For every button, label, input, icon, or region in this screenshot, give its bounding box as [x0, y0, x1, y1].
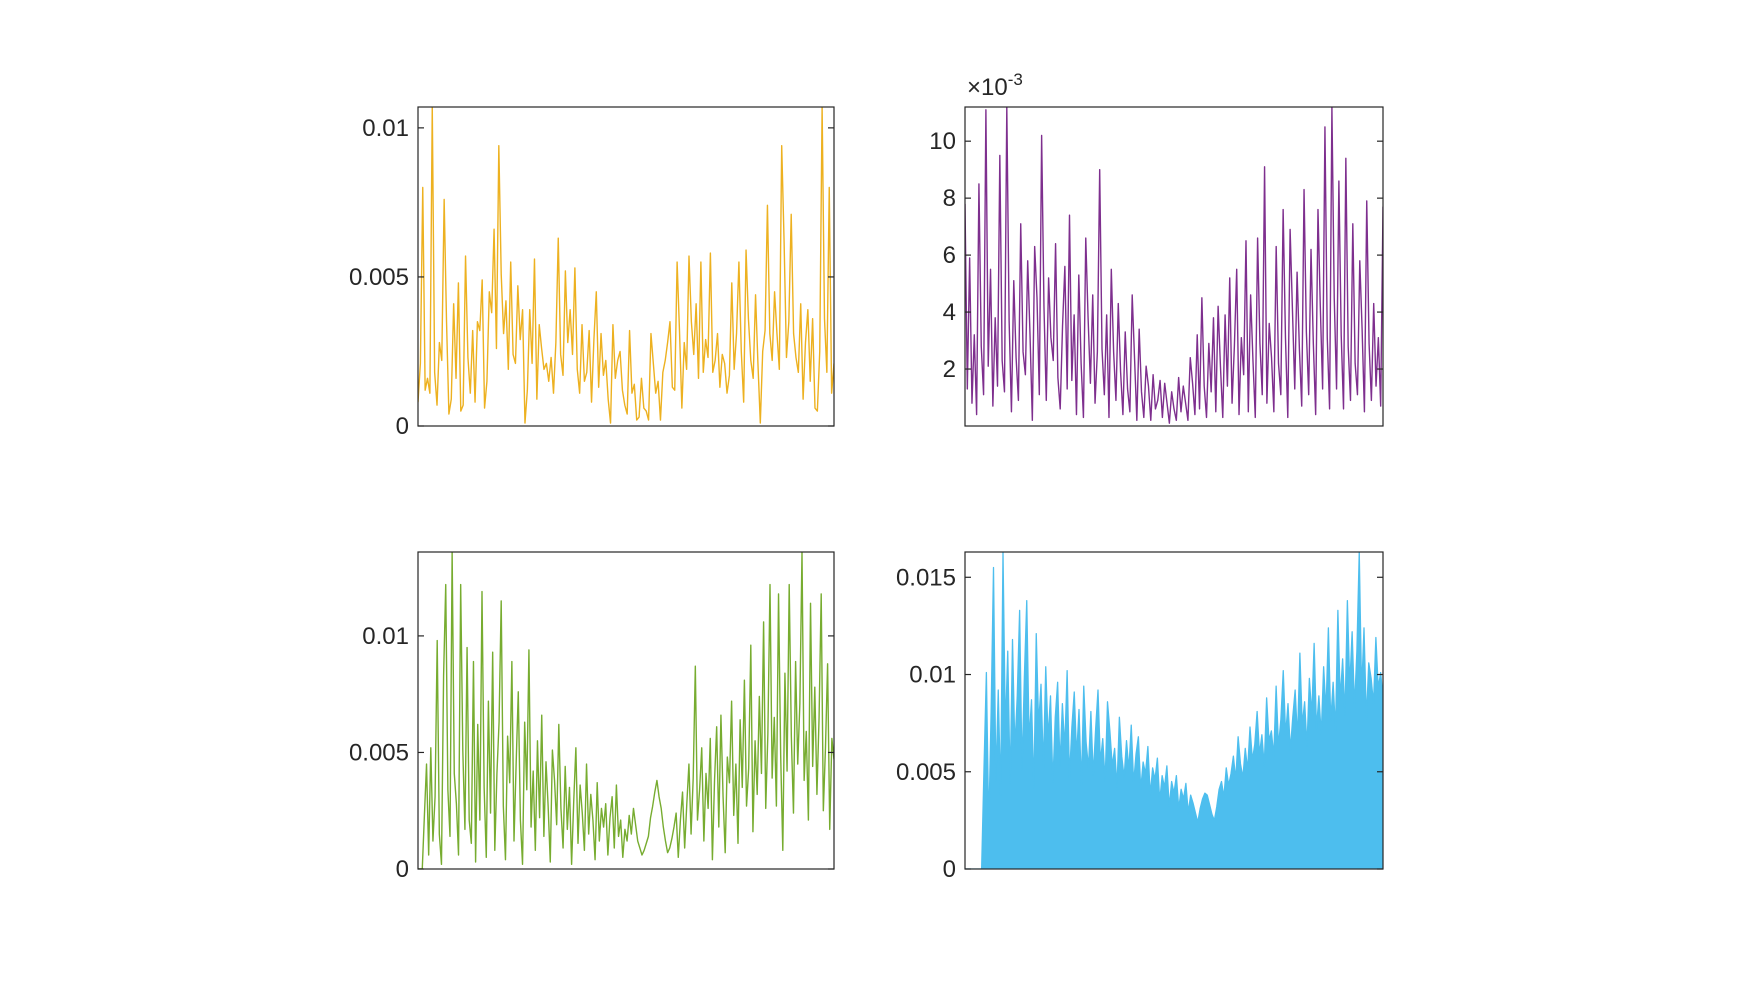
- y-tick-label: 0.005: [349, 264, 409, 291]
- y-tick-label: 0: [396, 413, 409, 440]
- y-tick-label: 0.01: [909, 662, 956, 689]
- y-tick-label: 0.01: [362, 115, 409, 142]
- y-tick-label: 6: [943, 242, 956, 269]
- series-line: [965, 552, 1383, 869]
- y-tick-label: 0: [943, 856, 956, 883]
- axes-background: [418, 107, 834, 426]
- series-area: [965, 552, 1383, 869]
- y-tick-label: 0.005: [896, 759, 956, 786]
- series-group: [418, 552, 834, 869]
- y-tick-label: 0.015: [896, 564, 956, 591]
- axes-box: [964, 551, 1384, 870]
- series-group: [965, 552, 1383, 869]
- subplot-1: 0 0.005 0.01: [349, 106, 835, 440]
- subplot-3: 0 0.005 0.01: [349, 551, 835, 883]
- series-line: [418, 107, 834, 424]
- y-tick-label: 8: [943, 185, 956, 212]
- series-line: [965, 107, 1383, 424]
- subplot-4: 0 0.005 0.01 0.015: [896, 551, 1384, 883]
- y-tick-label: 4: [943, 299, 956, 326]
- axes-box: [417, 106, 835, 427]
- y-tick-label: 0.01: [362, 623, 409, 650]
- y-tick-label: 2: [943, 356, 956, 383]
- axes-box: [417, 551, 835, 870]
- series-group: [418, 107, 834, 424]
- series-group: [965, 107, 1383, 424]
- y-tick-label: 0.005: [349, 739, 409, 766]
- exponent-power: -3: [1008, 70, 1023, 89]
- y-tick-label: 0: [396, 856, 409, 883]
- axes-box: [964, 106, 1384, 427]
- y-tick-label: 10: [929, 128, 956, 155]
- series-line: [418, 552, 834, 869]
